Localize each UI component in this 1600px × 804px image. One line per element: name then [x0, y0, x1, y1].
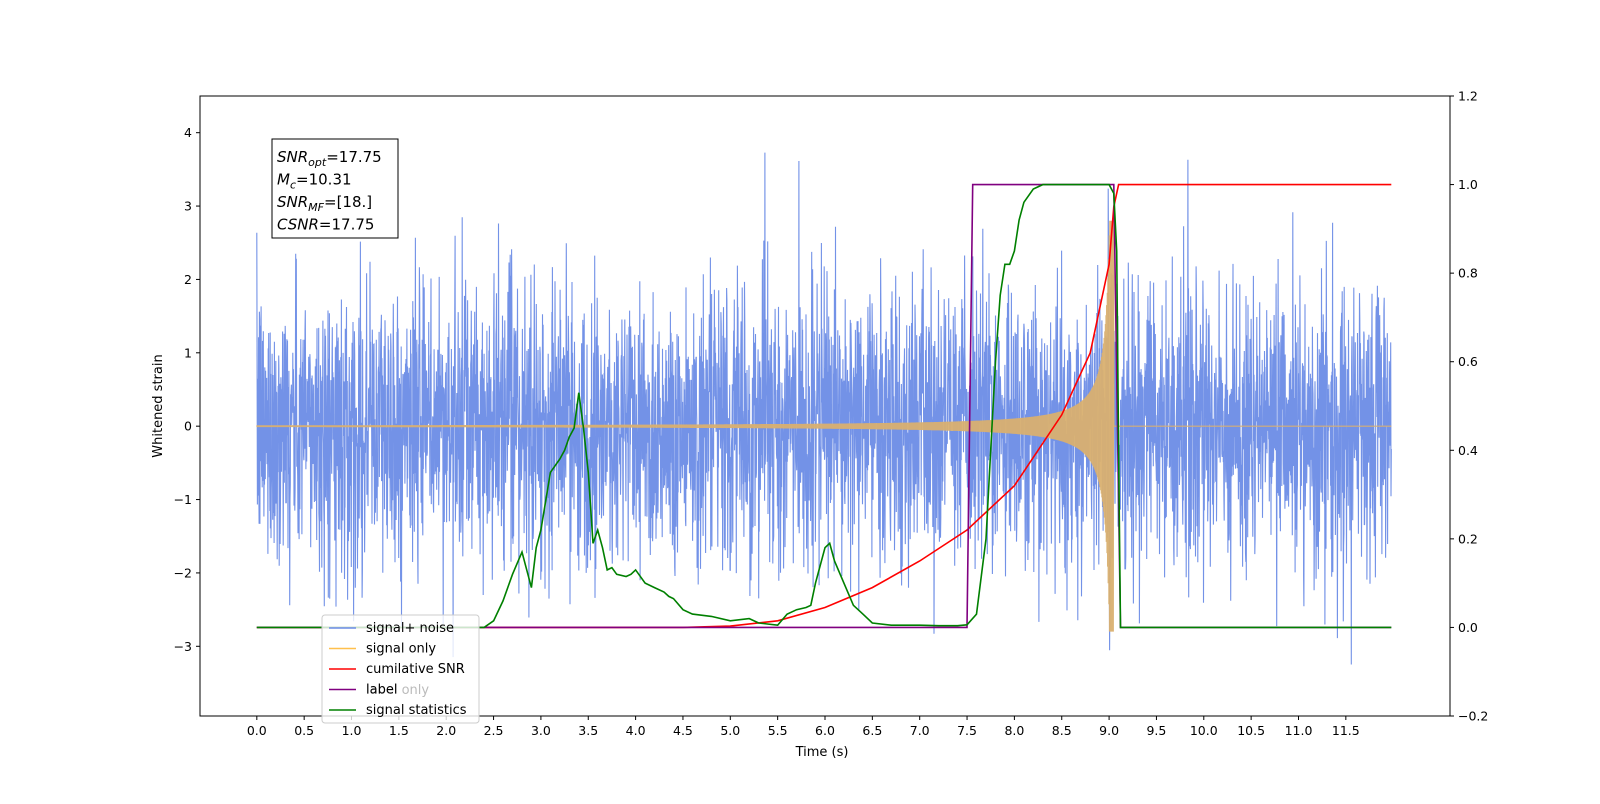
right-axis-series: [256, 183, 1392, 629]
y2-tick-label: 0.0: [1458, 620, 1478, 635]
x-tick-label: 1.0: [342, 723, 362, 738]
x-tick-label: 5.0: [720, 723, 740, 738]
legend-label: label: [366, 683, 397, 698]
annotation-line: Mc=10.31: [277, 171, 352, 192]
x-tick-label: 6.5: [862, 723, 882, 738]
annotation-line: SNRMF=[18.]: [277, 193, 372, 214]
y-axis-label: Whitened strain: [151, 354, 166, 457]
legend-label: signal+ noise: [366, 621, 454, 636]
y2-tick-label: 0.2: [1458, 531, 1478, 546]
series-line-signal-statistics: [256, 183, 1392, 629]
y2-tick-label: −0.2: [1458, 709, 1488, 724]
x-tick-label: 3.0: [531, 723, 551, 738]
x-tick-label: 0.0: [247, 723, 267, 738]
y-tick-label: 3: [184, 199, 192, 214]
x-tick-label: 10.0: [1190, 723, 1218, 738]
y2-axis-ticks: −0.2 0.0 0.2 0.4 0.6 0.8 1.0 1.2: [1450, 89, 1488, 724]
x-tick-label: 10.5: [1237, 723, 1265, 738]
y2-tick-label: 0.4: [1458, 443, 1478, 458]
x-axis-ticks: 0.0 0.5 1.0 1.5 2.0 2.5 3.0 3.5 4.0 4.5 5.0 5.5 6.0 6…: [247, 716, 1360, 738]
x-tick-label: 8.0: [1004, 723, 1024, 738]
x-tick-label: 4.0: [626, 723, 646, 738]
y-tick-label: 0: [184, 419, 192, 434]
x-tick-label: 8.5: [1052, 723, 1072, 738]
y-tick-label: −1: [174, 492, 192, 507]
x-tick-label: 0.5: [294, 723, 314, 738]
legend: label only signal+ noise signal only cumil…: [321, 614, 480, 724]
legend-label: cumilative SNR: [366, 662, 465, 677]
x-tick-label: 11.5: [1332, 723, 1360, 738]
y2-tick-label: 0.6: [1458, 354, 1478, 369]
y-tick-label: −2: [174, 565, 192, 580]
x-tick-label: 9.0: [1099, 723, 1119, 738]
x-tick-label: 6.0: [815, 723, 835, 738]
legend-label: signal only: [366, 642, 436, 657]
legend-label: signal statistics: [366, 703, 467, 718]
series-line-cumilative-snr: [256, 183, 1392, 629]
x-tick-label: 4.5: [673, 723, 693, 738]
y2-tick-label: 1.2: [1458, 89, 1478, 104]
x-tick-label: 2.0: [436, 723, 456, 738]
y-tick-label: −3: [174, 639, 192, 654]
annotation-line: SNRopt=17.75: [277, 148, 382, 169]
y-tick-label: 4: [184, 125, 192, 140]
x-tick-label: 11.0: [1285, 723, 1313, 738]
x-tick-label: 9.5: [1146, 723, 1166, 738]
y-axis-ticks: −3 −2 −1 0 1 2 3 4: [174, 125, 200, 654]
x-tick-label: 2.5: [484, 723, 504, 738]
y2-tick-label: 0.8: [1458, 266, 1478, 281]
series-signal-only: [256, 220, 1392, 632]
annotation-line: CSNR=17.75: [277, 216, 374, 234]
x-axis-label: Time (s): [795, 745, 849, 760]
x-tick-label: 1.5: [389, 723, 409, 738]
legend-hidden-text: label only: [366, 683, 429, 698]
y2-tick-label: 1.0: [1458, 177, 1478, 192]
x-tick-label: 3.5: [578, 723, 598, 738]
x-tick-label: 5.5: [768, 723, 788, 738]
y-tick-label: 1: [184, 345, 192, 360]
series-signal-noise: [256, 152, 1392, 665]
x-tick-label: 7.5: [957, 723, 977, 738]
noise-trace: [256, 152, 1392, 665]
y-tick-label: 2: [184, 272, 192, 287]
x-tick-label: 7.0: [910, 723, 930, 738]
chirp-trace: [256, 220, 1392, 632]
